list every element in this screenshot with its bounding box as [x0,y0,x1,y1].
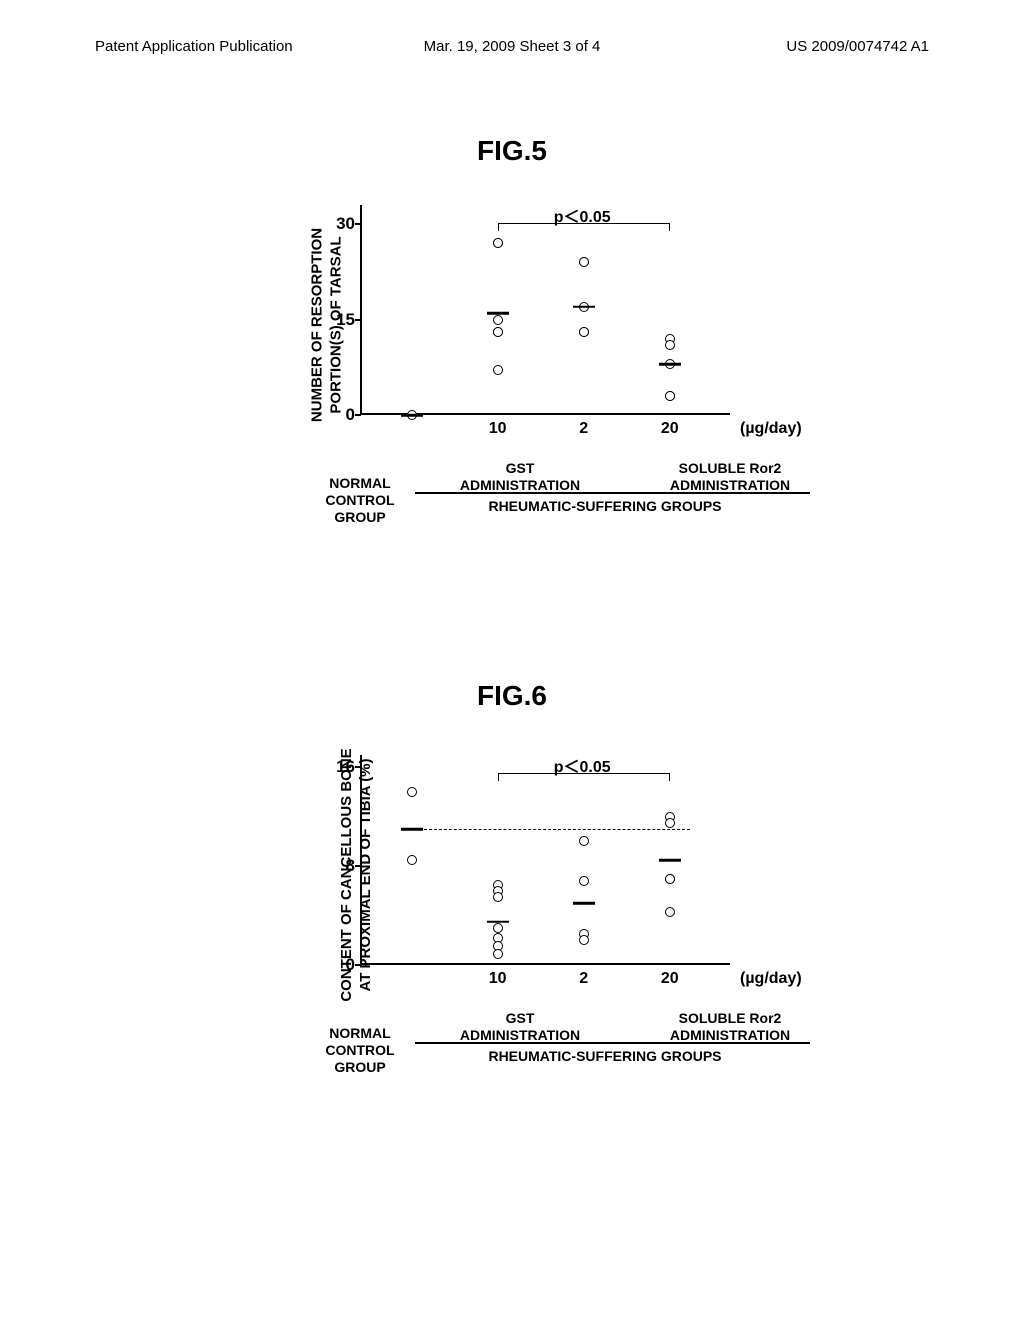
data-point [579,935,589,945]
median-bar [573,902,595,905]
label-ror2: SOLUBLE Ror2ADMINISTRATION [640,460,820,494]
median-bar [573,306,595,309]
ytick-label: 0 [325,405,355,425]
ytick-mark [355,964,361,966]
median-bar [401,828,423,831]
group-divider-line [415,1042,810,1044]
median-bar [487,312,509,315]
fig5-xunit: (µg/day) [740,420,802,438]
fig5-plot-area [360,205,730,415]
ytick-mark [355,865,361,867]
data-point [493,327,503,337]
group-divider-line [415,492,810,494]
header-center: Mar. 19, 2009 Sheet 3 of 4 [424,38,601,55]
ytick-label: 30 [325,214,355,234]
label-normal-control: NORMALCONTROLGROUP [305,475,415,525]
reference-line [424,829,690,830]
xtick-label: 10 [489,420,507,438]
data-point [579,257,589,267]
ytick-label: 16 [325,757,355,777]
p-value-label: p＜0.05 [554,203,611,227]
p-value-label: p＜0.05 [554,753,611,777]
label-rheumatic: RHEUMATIC-SUFFERING GROUPS [430,498,780,515]
data-point [493,892,503,902]
ytick-mark [355,223,361,225]
fig6-chart: CONTENT OF CANCELLOUS BONEAT PROXIMAL EN… [240,745,840,1005]
label-gst: GSTADMINISTRATION [435,1010,605,1044]
data-point [665,818,675,828]
data-point [493,949,503,959]
data-point [665,907,675,917]
fig5-chart: NUMBER OF RESORPTIONPORTION(S) OF TARSAL… [240,195,840,455]
median-bar [659,363,681,366]
label-rheumatic: RHEUMATIC-SUFFERING GROUPS [430,1048,780,1065]
header-right: US 2009/0074742 A1 [786,38,929,55]
xtick-label: 2 [579,970,588,988]
data-point [407,787,417,797]
data-point [665,874,675,884]
xtick-label: 2 [579,420,588,438]
xtick-label: 20 [661,970,679,988]
median-bar [401,414,423,417]
header-left: Patent Application Publication [95,38,293,55]
data-point [579,327,589,337]
ytick-label: 0 [325,955,355,975]
data-point [493,365,503,375]
label-gst: GSTADMINISTRATION [435,460,605,494]
ytick-mark [355,414,361,416]
fig6-title: FIG.6 [477,680,547,712]
data-point [579,836,589,846]
data-point [665,340,675,350]
ytick-label: 8 [325,856,355,876]
page-header: Patent Application Publication Mar. 19, … [0,38,1024,55]
data-point [579,876,589,886]
xtick-label: 10 [489,970,507,988]
label-normal-control: NORMALCONTROLGROUP [305,1025,415,1075]
label-ror2: SOLUBLE Ror2ADMINISTRATION [640,1010,820,1044]
median-bar [659,859,681,862]
fig6-xunit: (µg/day) [740,970,802,988]
data-point [665,391,675,401]
data-point [493,238,503,248]
ytick-mark [355,766,361,768]
data-point [407,855,417,865]
ytick-mark [355,319,361,321]
data-point [493,923,503,933]
fig5-title: FIG.5 [477,135,547,167]
ytick-label: 15 [325,310,355,330]
data-point [493,315,503,325]
xtick-label: 20 [661,420,679,438]
median-bar [487,921,509,924]
